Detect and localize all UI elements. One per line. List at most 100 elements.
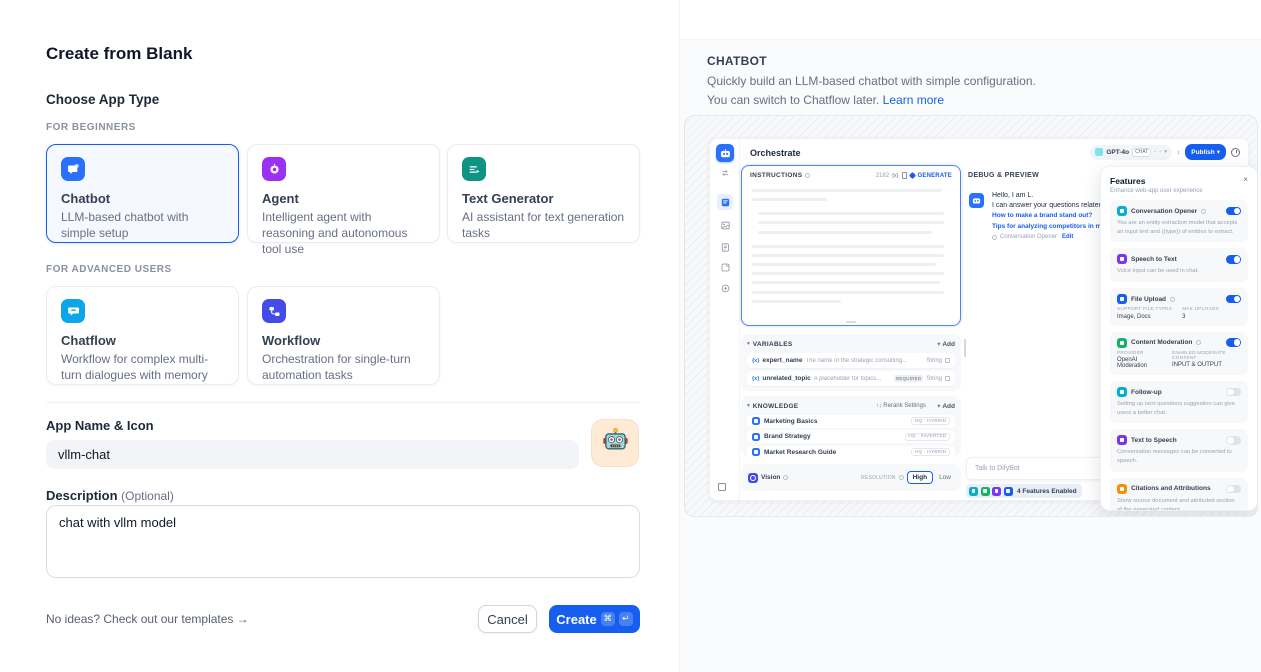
app-robot-icon bbox=[716, 144, 734, 162]
cmd-key-icon: ⌘ bbox=[600, 612, 615, 626]
description-textarea[interactable]: chat with vllm model bbox=[46, 505, 640, 578]
folder-icon bbox=[1117, 294, 1127, 305]
folder-icon bbox=[1003, 486, 1013, 496]
mic-icon bbox=[1117, 254, 1127, 265]
conversation-opener-row: Conversation Opener Edit bbox=[992, 234, 1125, 240]
citations-icon bbox=[1117, 483, 1127, 494]
card-title: Workflow bbox=[262, 333, 321, 348]
app-type-card-text-generator[interactable]: Text Generator AI assistant for text gen… bbox=[447, 144, 640, 243]
description-label: Description (Optional) bbox=[46, 488, 174, 503]
toggle bbox=[1226, 294, 1241, 304]
chevron-down-icon: ▾ bbox=[747, 341, 750, 347]
feature-card-follow-up: Follow-up Setting up next questions sugg… bbox=[1110, 381, 1248, 424]
app-icon-picker[interactable] bbox=[591, 419, 639, 467]
moderation-icon bbox=[980, 486, 990, 496]
toggle bbox=[1226, 338, 1241, 347]
retrieval-tag: HQ · INVERTED bbox=[904, 432, 950, 441]
cancel-button[interactable]: Cancel bbox=[478, 605, 537, 633]
vision-row: Vision RESOLUTION High Low bbox=[741, 464, 961, 491]
rerank-settings-button: ↑↓ Rerank Settings bbox=[875, 403, 926, 409]
page-title: Create from Blank bbox=[46, 44, 193, 63]
instructions-skeleton bbox=[742, 182, 960, 312]
toggle bbox=[1226, 255, 1241, 264]
debug-preview-heading: DEBUG & PREVIEW bbox=[968, 172, 1040, 179]
variable-icon: {x} bbox=[892, 172, 899, 179]
agent-icon bbox=[262, 157, 286, 181]
close-icon: × bbox=[1243, 175, 1248, 184]
suggestion-link: Tips for analyzing competitors in market bbox=[992, 223, 1117, 230]
edit-link: Edit bbox=[1062, 234, 1074, 240]
scrollbar-thumb bbox=[964, 339, 966, 357]
app-type-card-chatbot[interactable]: Chatbot LLM-based chatbot with simple se… bbox=[46, 144, 239, 243]
card-description: LLM-based chatbot with simple setup bbox=[61, 210, 189, 241]
templates-link[interactable]: No ideas? Check out our templates → bbox=[46, 612, 249, 626]
feature-card-conversation-opener: Conversation Opener You are an entity ex… bbox=[1110, 200, 1248, 243]
gear-icon bbox=[992, 234, 997, 240]
divider bbox=[46, 402, 640, 403]
variable-row: {x} unrelated_topic A placeholder for to… bbox=[747, 371, 955, 386]
rerank-icon: ↑↓ bbox=[875, 403, 882, 409]
chatbot-preview-image: Orchestrate GPT-4o CHAT ◦ ◦ ▾ ↕ Publish … bbox=[684, 115, 1258, 517]
instructions-label: INSTRUCTIONS bbox=[750, 172, 803, 179]
history-clock-icon bbox=[1231, 147, 1240, 157]
settings-icon bbox=[945, 358, 950, 363]
chatflow-icon bbox=[61, 299, 85, 323]
mic-icon bbox=[992, 486, 1001, 496]
robot-emoji bbox=[602, 427, 629, 459]
info-icon bbox=[805, 173, 811, 178]
app-type-card-workflow[interactable]: Workflow Orchestration for single-turn a… bbox=[247, 286, 440, 385]
features-enabled-bar: 4 Features Enabled bbox=[966, 484, 1082, 498]
chatbot-blurb: Quickly build an LLM-based chatbot with … bbox=[707, 74, 1036, 107]
top-strip bbox=[680, 0, 1261, 40]
tts-icon bbox=[1117, 435, 1127, 446]
followup-icon bbox=[1117, 387, 1127, 398]
chevron-down-icon: ▾ bbox=[1164, 149, 1167, 155]
preview-header-actions: GPT-4o CHAT ◦ ◦ ▾ ↕ Publish ▾ bbox=[1090, 144, 1240, 160]
app-type-card-agent[interactable]: Agent Intelligent agent with reasoning a… bbox=[247, 144, 440, 256]
variables-panel: ▾ VARIABLES + Add {x} expert_name The na… bbox=[741, 334, 961, 391]
create-button[interactable]: Create ⌘ ↵ bbox=[549, 605, 640, 633]
doc-icon bbox=[752, 417, 760, 425]
instructions-panel: INSTRUCTIONS 2182 {x} GENERATE bbox=[741, 165, 961, 326]
knowledge-row: Market Research Guide HQ · HYBRID bbox=[747, 445, 955, 459]
preview-panel: CHATBOT Quickly build an LLM-based chatb… bbox=[679, 0, 1261, 672]
exchange-icon bbox=[717, 165, 733, 181]
feature-card-file-upload: File Upload SUPPORT FILE TYPES Image, Do… bbox=[1110, 288, 1248, 326]
document-nav-icon bbox=[717, 239, 733, 255]
model-selector: GPT-4o CHAT ◦ ◦ ▾ bbox=[1090, 144, 1172, 160]
card-title: Agent bbox=[262, 191, 299, 206]
feature-card-speech-to-text: Speech to Text Voice input can be used i… bbox=[1110, 248, 1248, 283]
feature-card-content-moderation: Content Moderation PROVIDER OpenAI Moder… bbox=[1110, 331, 1248, 376]
card-description: Intelligent agent with reasoning and aut… bbox=[262, 210, 408, 257]
generate-button: GENERATE bbox=[917, 172, 952, 179]
for-advanced-users-label: FOR ADVANCED USERS bbox=[46, 264, 172, 275]
orchestrate-nav-icon bbox=[717, 194, 733, 210]
retrieval-tag: HQ · HYBRID bbox=[911, 448, 950, 456]
features-panel: Features × Enhance web-app user experien… bbox=[1100, 166, 1257, 511]
for-beginners-label: FOR BEGINNERS bbox=[46, 122, 136, 133]
knowledge-row: Marketing Basics HQ · HYBRID bbox=[747, 414, 955, 428]
card-title: Chatbot bbox=[61, 191, 111, 206]
card-description: AI assistant for text generation tasks bbox=[462, 210, 625, 241]
temperature-icon: ◦ bbox=[1154, 149, 1157, 155]
learn-more-link[interactable]: Learn more bbox=[882, 92, 945, 107]
image-nav-icon bbox=[717, 217, 733, 233]
note-nav-icon bbox=[717, 259, 733, 275]
add-variable-button: + Add bbox=[937, 340, 955, 348]
card-title: Chatflow bbox=[61, 333, 116, 348]
app-type-card-chatflow[interactable]: Chatflow Workflow for complex multi-turn… bbox=[46, 286, 239, 385]
app-name-input[interactable] bbox=[46, 440, 579, 469]
shield-icon bbox=[1117, 337, 1127, 348]
resize-handle bbox=[846, 321, 856, 323]
optional-hint: (Optional) bbox=[121, 489, 174, 503]
chat-bubble-icon bbox=[61, 157, 85, 181]
enter-key-icon: ↵ bbox=[618, 612, 633, 626]
chat-input: Talk to DifyBot bbox=[966, 457, 1118, 480]
chevron-down-icon: ▾ bbox=[747, 403, 750, 409]
orchestrate-title: Orchestrate bbox=[750, 148, 801, 158]
preview-sidebar bbox=[710, 139, 740, 500]
copy-icon bbox=[901, 172, 907, 179]
add-knowledge-button: + Add bbox=[937, 402, 955, 410]
toggle bbox=[1226, 206, 1241, 216]
